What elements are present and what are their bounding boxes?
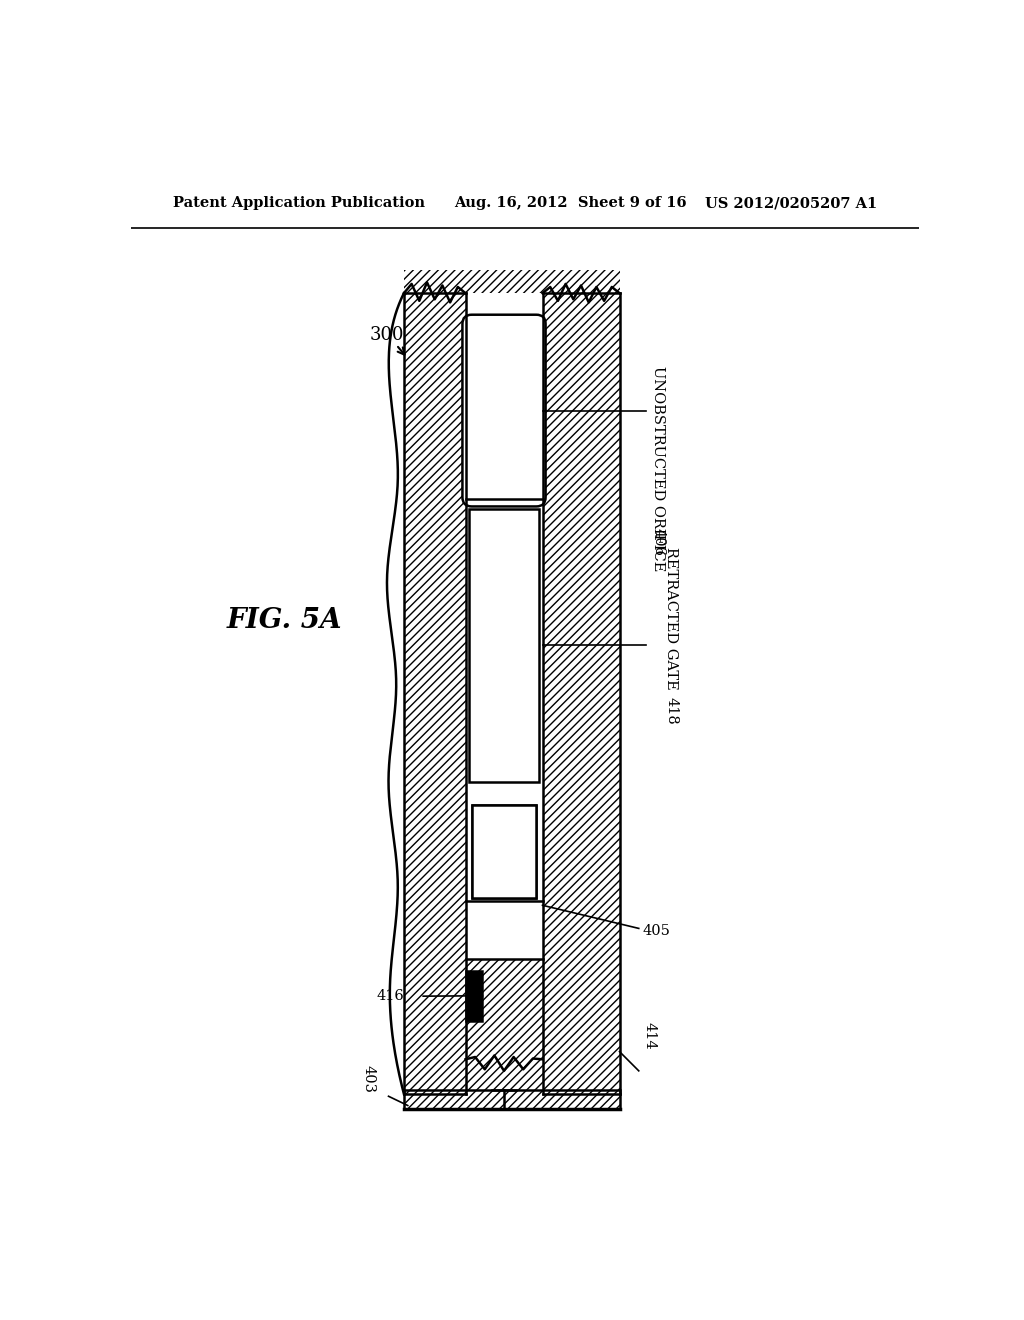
Text: US 2012/0205207 A1: US 2012/0205207 A1	[706, 197, 878, 210]
Bar	[466, 293, 543, 1094]
Bar	[469, 508, 539, 781]
Text: Aug. 16, 2012  Sheet 9 of 16: Aug. 16, 2012 Sheet 9 of 16	[454, 197, 686, 210]
Bar	[472, 805, 537, 898]
Bar	[466, 970, 482, 1020]
FancyBboxPatch shape	[463, 314, 546, 507]
Bar	[466, 960, 543, 1094]
Bar	[543, 293, 620, 1094]
Text: 406: 406	[651, 528, 665, 556]
Text: Patent Application Publication: Patent Application Publication	[173, 197, 425, 210]
Text: 300: 300	[370, 326, 403, 345]
Text: 416: 416	[377, 989, 404, 1003]
Text: 405: 405	[643, 924, 671, 937]
Bar	[403, 293, 466, 1094]
Bar	[403, 271, 620, 293]
Bar	[403, 1090, 620, 1109]
Text: 418: 418	[665, 697, 678, 725]
Text: 414: 414	[643, 1023, 656, 1049]
Text: UNOBSTRUCTED ORIFICE: UNOBSTRUCTED ORIFICE	[651, 367, 665, 572]
Text: FIG. 5A: FIG. 5A	[226, 607, 342, 634]
Text: 403: 403	[361, 1064, 376, 1093]
Text: RETRACTED GATE: RETRACTED GATE	[665, 548, 678, 690]
